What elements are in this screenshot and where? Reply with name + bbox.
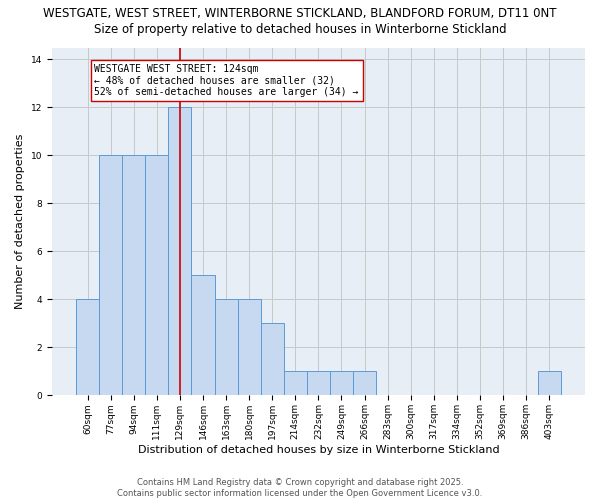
Bar	[99, 156, 122, 396]
Bar	[76, 300, 99, 396]
Bar	[260, 324, 284, 396]
Text: Contains HM Land Registry data © Crown copyright and database right 2025.
Contai: Contains HM Land Registry data © Crown c…	[118, 478, 482, 498]
Y-axis label: Number of detached properties: Number of detached properties	[15, 134, 25, 309]
Bar	[307, 372, 330, 396]
Text: WESTGATE WEST STREET: 124sqm
← 48% of detached houses are smaller (32)
52% of se: WESTGATE WEST STREET: 124sqm ← 48% of de…	[94, 64, 359, 98]
Bar	[330, 372, 353, 396]
Text: Size of property relative to detached houses in Winterborne Stickland: Size of property relative to detached ho…	[94, 22, 506, 36]
Text: WESTGATE, WEST STREET, WINTERBORNE STICKLAND, BLANDFORD FORUM, DT11 0NT: WESTGATE, WEST STREET, WINTERBORNE STICK…	[43, 8, 557, 20]
Bar	[538, 372, 561, 396]
Bar	[169, 108, 191, 396]
Bar	[191, 276, 215, 396]
Bar	[284, 372, 307, 396]
X-axis label: Distribution of detached houses by size in Winterborne Stickland: Distribution of detached houses by size …	[137, 445, 499, 455]
Bar	[145, 156, 169, 396]
Bar	[122, 156, 145, 396]
Bar	[238, 300, 260, 396]
Bar	[353, 372, 376, 396]
Bar	[215, 300, 238, 396]
